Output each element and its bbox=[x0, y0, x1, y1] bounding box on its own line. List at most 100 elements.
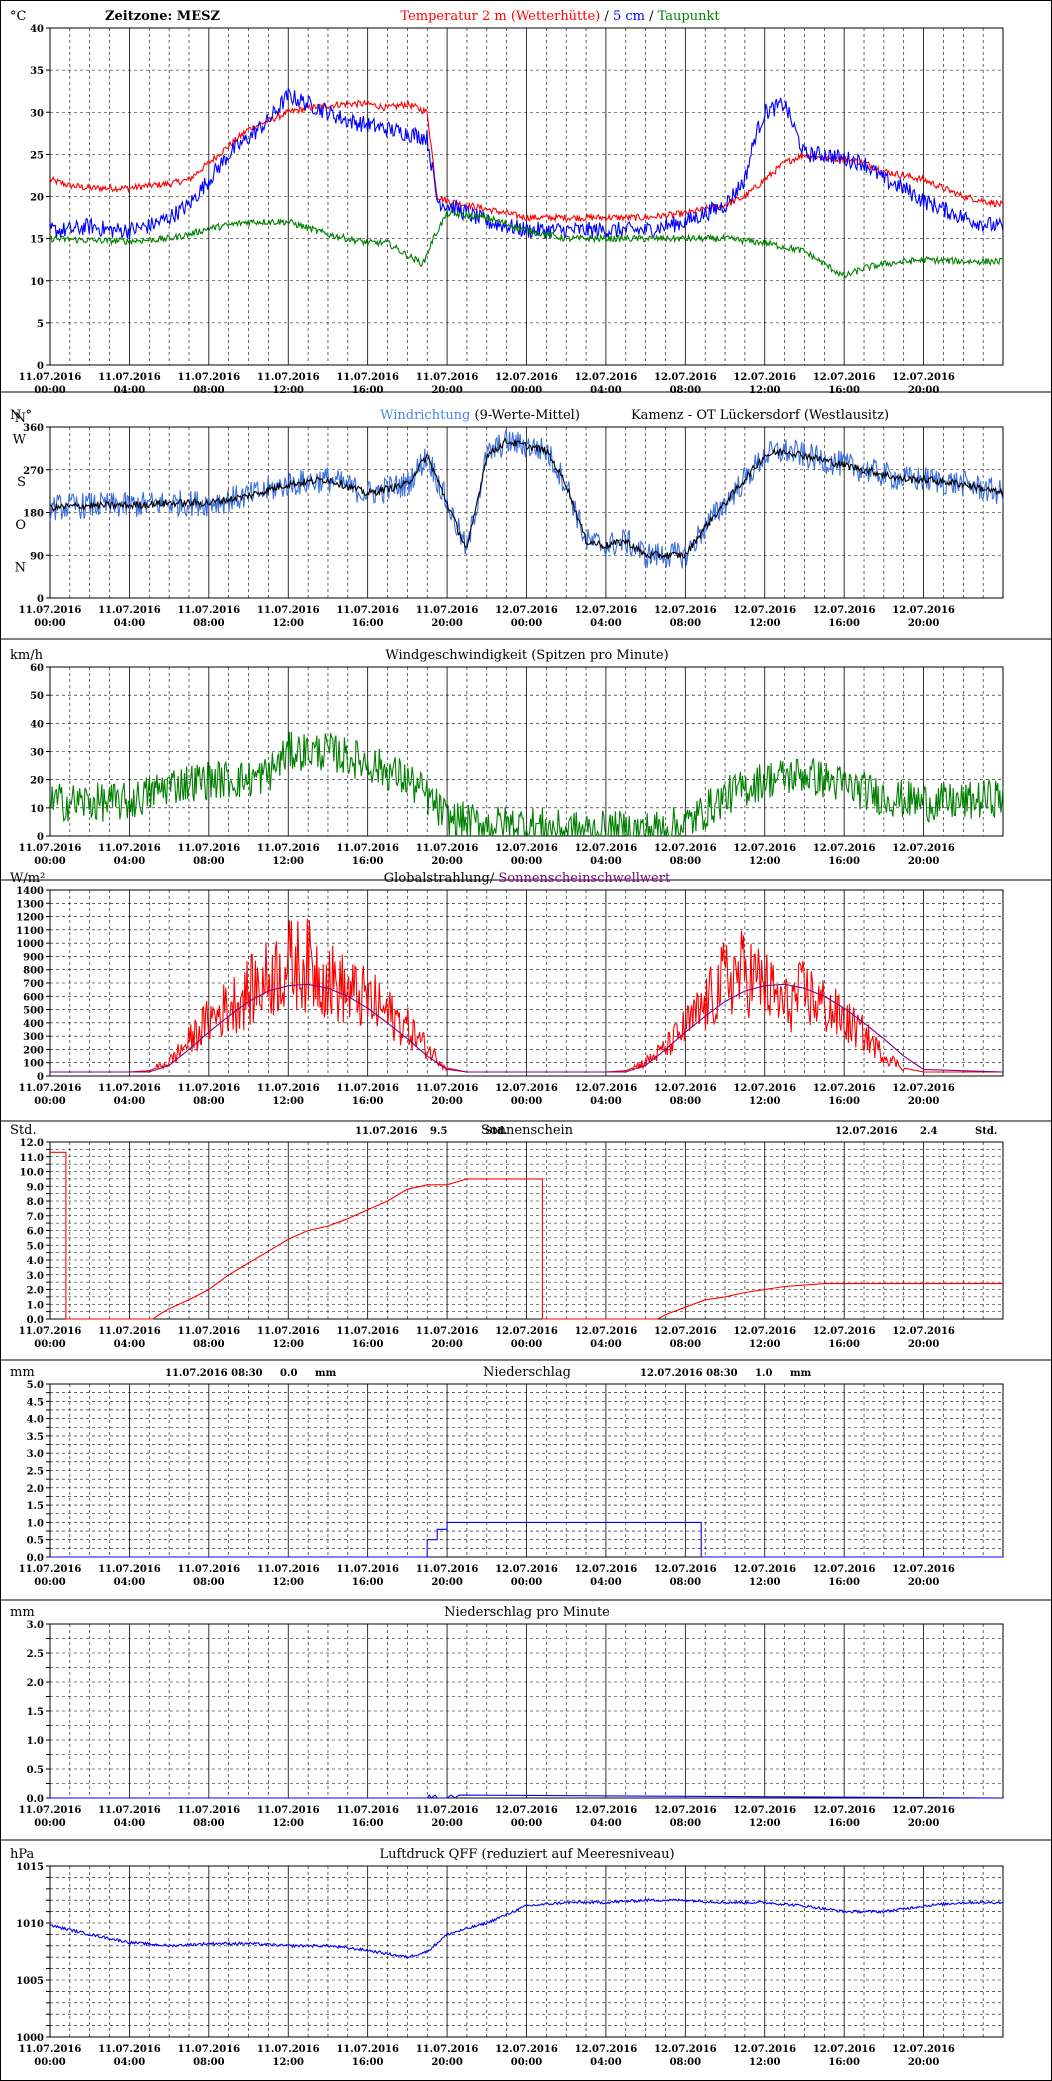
x-date-label: 11.07.2016 bbox=[19, 1805, 82, 1816]
x-date-label: 12.07.2016 bbox=[733, 372, 796, 383]
x-date-label: 12.07.2016 bbox=[575, 843, 638, 854]
x-date-label: 12.07.2016 bbox=[813, 1326, 876, 1337]
x-time-label: 16:00 bbox=[828, 618, 860, 629]
x-date-label: 12.07.2016 bbox=[733, 2044, 796, 2055]
x-time-label: 12:00 bbox=[749, 385, 781, 396]
y-tick-label: 0.0 bbox=[27, 1553, 44, 1564]
chart-title: Temperatur 2 m (Wetterhütte) / 5 cm / Ta… bbox=[400, 9, 720, 24]
y-tick-label: 0.0 bbox=[27, 1794, 44, 1805]
x-time-label: 20:00 bbox=[431, 1818, 463, 1829]
x-time-label: 12:00 bbox=[272, 1339, 304, 1350]
y-tick-label: 20 bbox=[30, 193, 44, 204]
x-date-label: 12.07.2016 bbox=[495, 1083, 558, 1094]
y-tick-label: 90 bbox=[30, 551, 44, 562]
y-tick-label: 1000 bbox=[16, 939, 44, 950]
series-line bbox=[49, 1897, 1004, 1959]
x-date-label: 11.07.2016 bbox=[19, 1083, 82, 1094]
x-date-label: 11.07.2016 bbox=[336, 2044, 399, 2055]
x-time-label: 04:00 bbox=[114, 856, 146, 867]
y-tick-label: 6.0 bbox=[27, 1227, 44, 1238]
chart-title-part: Niederschlag pro Minute bbox=[444, 1605, 610, 1620]
x-date-label: 11.07.2016 bbox=[98, 2044, 161, 2055]
chart-title-part: Windrichtung bbox=[380, 408, 470, 423]
x-time-label: 08:00 bbox=[670, 618, 702, 629]
x-date-label: 11.07.2016 bbox=[416, 1326, 479, 1337]
y-tick-label: 1015 bbox=[16, 1862, 44, 1873]
series-line bbox=[49, 209, 1004, 279]
x-date-label: 11.07.2016 bbox=[178, 1564, 241, 1575]
chart-title-part: Sonnenscheinschwellwert bbox=[498, 871, 671, 886]
x-date-label: 12.07.2016 bbox=[892, 2044, 955, 2055]
x-date-label: 12.07.2016 bbox=[654, 605, 717, 616]
chart-title-left: Zeitzone: MESZ bbox=[105, 9, 220, 24]
x-date-label: 11.07.2016 bbox=[416, 1083, 479, 1094]
y-tick-label: 2.5 bbox=[27, 1467, 44, 1478]
x-time-label: 08:00 bbox=[670, 856, 702, 867]
y-tick-label: 35 bbox=[30, 66, 44, 77]
y-tick-label: 1.5 bbox=[27, 1501, 44, 1512]
x-time-label: 08:00 bbox=[193, 1096, 225, 1107]
y-tick-label: 1005 bbox=[16, 1976, 44, 1987]
y-tick-label: 3.5 bbox=[27, 1432, 44, 1443]
y-tick-label: 10.0 bbox=[20, 1168, 44, 1179]
x-date-label: 12.07.2016 bbox=[654, 372, 717, 383]
compass-label: N bbox=[15, 411, 26, 426]
x-time-label: 16:00 bbox=[352, 1339, 384, 1350]
x-time-label: 04:00 bbox=[590, 1339, 622, 1350]
x-date-label: 11.07.2016 bbox=[336, 843, 399, 854]
chart-title: Luftdruck QFF (reduziert auf Meeresnivea… bbox=[379, 1847, 674, 1862]
y-tick-label: 40 bbox=[30, 24, 44, 35]
x-date-label: 12.07.2016 bbox=[495, 1564, 558, 1575]
x-date-label: 12.07.2016 bbox=[892, 843, 955, 854]
y-tick-label: 1.0 bbox=[27, 1518, 44, 1529]
x-time-label: 12:00 bbox=[272, 2057, 304, 2068]
chart-title-part: / bbox=[645, 9, 658, 24]
y-tick-label: 4.0 bbox=[27, 1256, 44, 1267]
y-tick-label: 1.0 bbox=[27, 1300, 44, 1311]
x-time-label: 20:00 bbox=[908, 385, 940, 396]
y-tick-label: 0.5 bbox=[27, 1536, 44, 1547]
x-time-label: 12:00 bbox=[272, 618, 304, 629]
x-time-label: 00:00 bbox=[34, 1818, 66, 1829]
x-time-label: 20:00 bbox=[908, 1096, 940, 1107]
chart-title-part: Windgeschwindigkeit (Spitzen pro Minute) bbox=[385, 648, 668, 663]
x-time-label: 00:00 bbox=[34, 2057, 66, 2068]
y-tick-label: 5.0 bbox=[27, 1380, 44, 1391]
x-time-label: 04:00 bbox=[114, 1096, 146, 1107]
annotation-date: 12.07.2016 bbox=[835, 1126, 898, 1137]
x-date-label: 12.07.2016 bbox=[733, 1805, 796, 1816]
x-date-label: 11.07.2016 bbox=[98, 605, 161, 616]
compass-label: N bbox=[15, 561, 26, 576]
x-date-label: 12.07.2016 bbox=[495, 2044, 558, 2055]
x-time-label: 04:00 bbox=[590, 618, 622, 629]
x-time-label: 04:00 bbox=[114, 1577, 146, 1588]
x-time-label: 00:00 bbox=[511, 2057, 543, 2068]
y-tick-label: 0 bbox=[37, 1072, 44, 1083]
x-date-label: 12.07.2016 bbox=[495, 1805, 558, 1816]
chart-title-part: Niederschlag bbox=[483, 1365, 571, 1380]
x-time-label: 04:00 bbox=[114, 2057, 146, 2068]
x-date-label: 12.07.2016 bbox=[813, 1083, 876, 1094]
chart-sunshine: 0.0 1.0 2.0 3.0 4.0 5.0 6.0 7.0 8.0 9.0 10.0 11.0 12… bbox=[10, 1123, 1004, 1350]
chart-title: Windgeschwindigkeit (Spitzen pro Minute) bbox=[385, 648, 668, 663]
x-date-label: 11.07.2016 bbox=[336, 372, 399, 383]
y-tick-label: 1.5 bbox=[27, 1707, 44, 1718]
y-unit-label: Std. bbox=[10, 1123, 37, 1138]
y-unit-label: mm bbox=[10, 1605, 35, 1620]
x-time-label: 00:00 bbox=[34, 385, 66, 396]
x-time-label: 00:00 bbox=[34, 618, 66, 629]
x-time-label: 08:00 bbox=[670, 1096, 702, 1107]
y-tick-label: 3.0 bbox=[27, 1620, 44, 1631]
x-date-label: 12.07.2016 bbox=[495, 372, 558, 383]
x-time-label: 20:00 bbox=[431, 2057, 463, 2068]
chart-title-part: Temperatur 2 m (Wetterhütte) bbox=[400, 9, 600, 24]
x-date-label: 12.07.2016 bbox=[733, 1326, 796, 1337]
x-time-label: 12:00 bbox=[749, 1339, 781, 1350]
x-date-label: 12.07.2016 bbox=[733, 1083, 796, 1094]
y-tick-label: 600 bbox=[23, 992, 44, 1003]
x-date-label: 12.07.2016 bbox=[575, 2044, 638, 2055]
x-date-label: 12.07.2016 bbox=[654, 843, 717, 854]
y-tick-label: 800 bbox=[23, 966, 44, 977]
x-date-label: 11.07.2016 bbox=[257, 2044, 320, 2055]
